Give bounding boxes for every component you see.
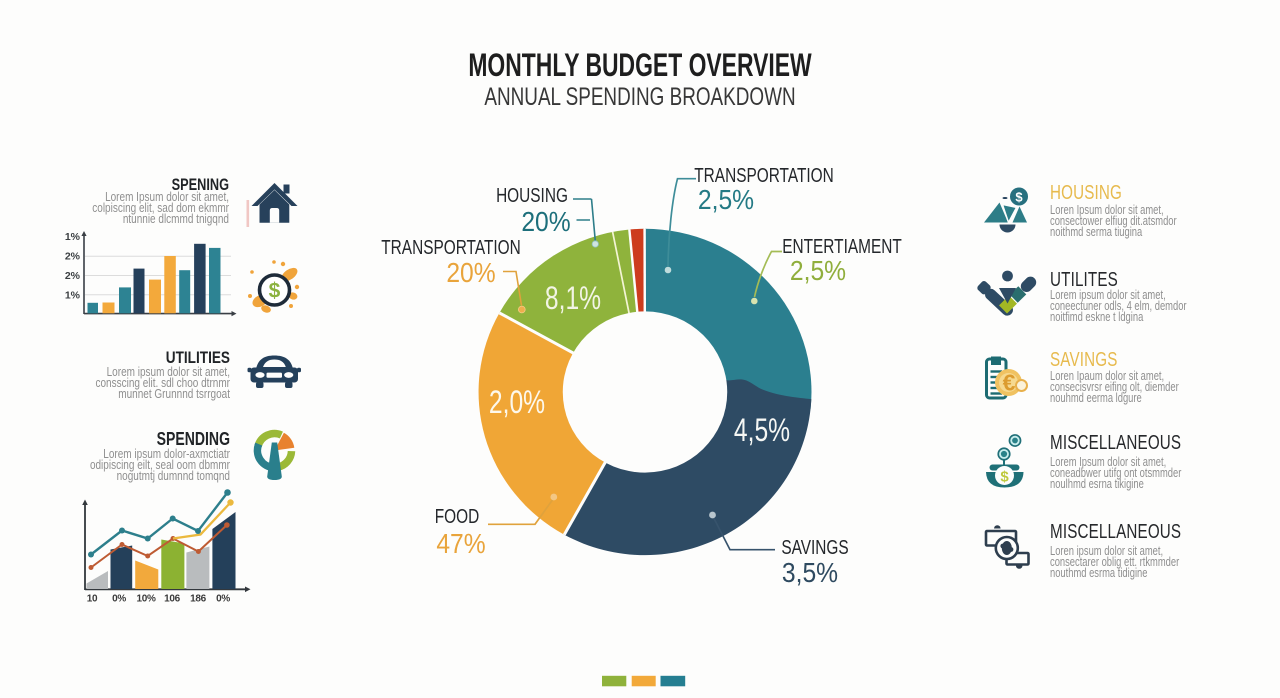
svg-text:186: 186 — [190, 594, 207, 605]
svg-text:0%: 0% — [112, 594, 126, 605]
svg-text:10: 10 — [87, 594, 98, 605]
svg-text:1%: 1% — [65, 231, 81, 243]
svg-text:$: $ — [1000, 469, 1009, 486]
svg-text:106: 106 — [164, 594, 181, 605]
svg-text:$: $ — [1015, 190, 1023, 205]
svg-text:0%: 0% — [216, 594, 230, 605]
svg-text:10%: 10% — [136, 594, 156, 605]
svg-text:1%: 1% — [65, 289, 81, 301]
svg-text:€: € — [1003, 370, 1016, 396]
svg-text:2%: 2% — [65, 251, 81, 263]
svg-text:$: $ — [269, 280, 281, 303]
svg-text:2%: 2% — [65, 270, 81, 282]
